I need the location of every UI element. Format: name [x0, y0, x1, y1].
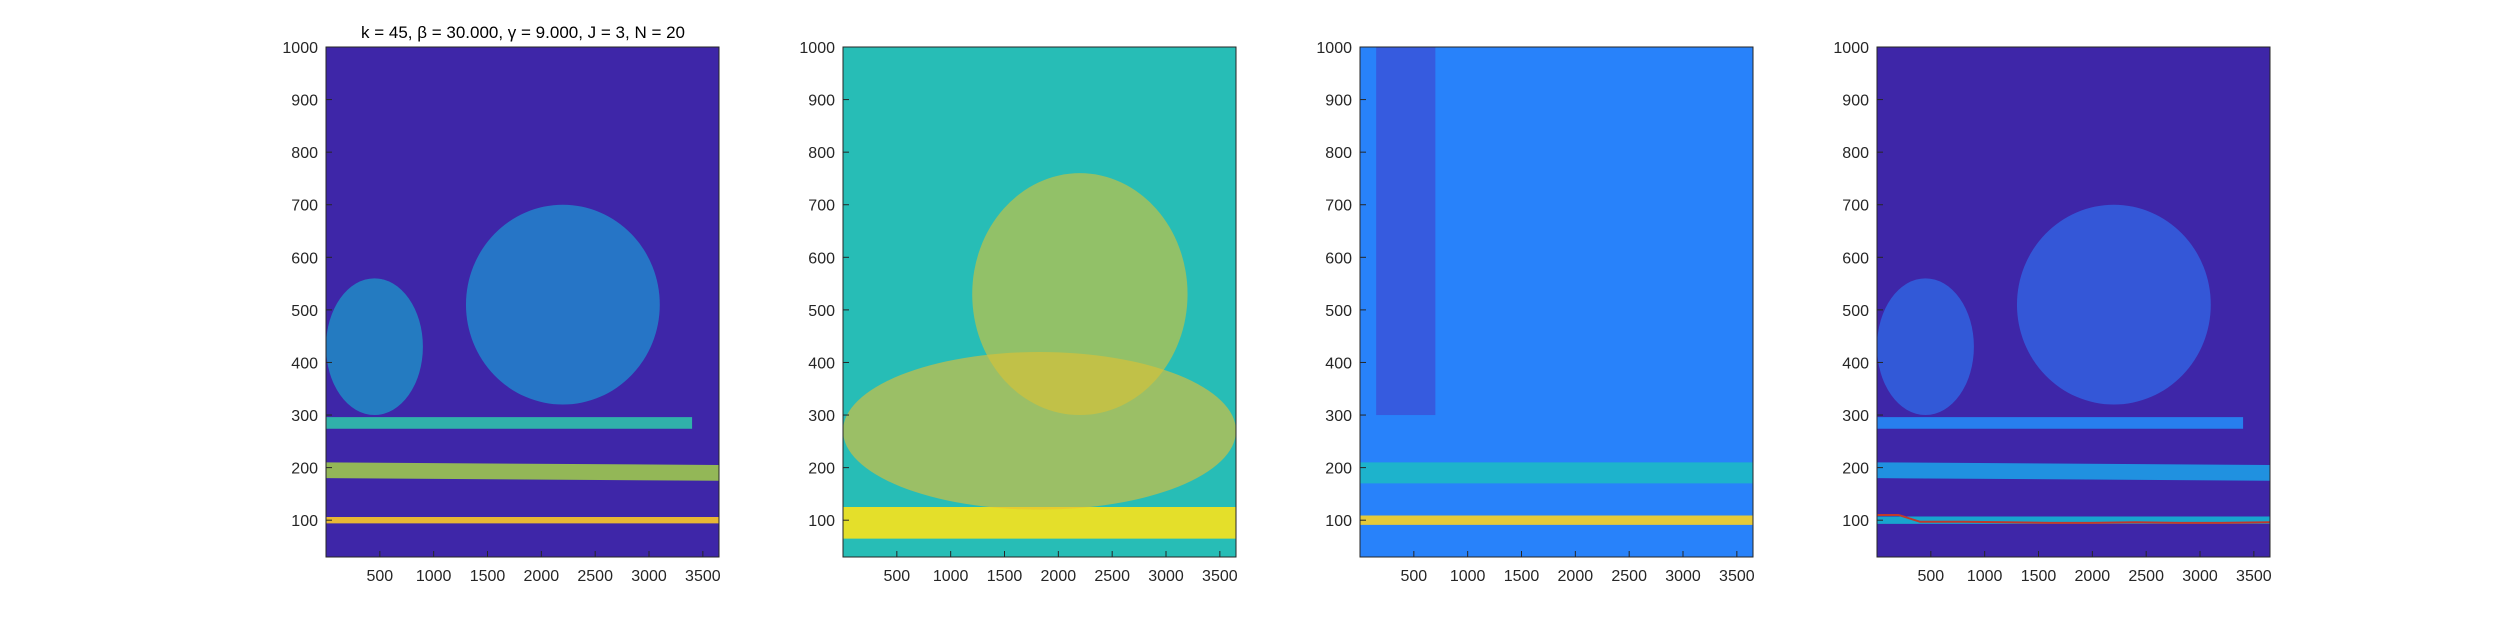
plots-container: 100 200 300 400 500 600 700 800 900 1000 500 1000 15…: [282, 40, 2271, 585]
y-tick-label: 700: [808, 198, 835, 215]
axes-frame: [842, 46, 1237, 558]
y-tick-label: 500: [1325, 303, 1352, 320]
y-tick-label: 500: [1842, 303, 1869, 320]
y-tick-label: 500: [291, 303, 318, 320]
y-tick-label: 200: [808, 461, 835, 478]
y-tick-label: 600: [291, 250, 318, 267]
x-tick-label: 3000: [1665, 568, 1701, 585]
y-tick-label: 1000: [1316, 40, 1352, 57]
x-tick-label: 500: [1917, 568, 1944, 585]
y-tick-label: 100: [1842, 513, 1869, 530]
heatmap-region: [2016, 204, 2211, 405]
x-tick-label: 2500: [577, 568, 613, 585]
y-tick-label: 900: [1325, 93, 1352, 110]
x-tick-label: 2000: [1041, 568, 1077, 585]
heatmap-panel-4: 100 200 300 400 500 600 700 800 900 1000 500 1000 15…: [1833, 40, 2271, 585]
y-tick-label: 700: [291, 198, 318, 215]
heatmap-panel-2: 100 200 300 400 500 600 700 800 900 1000 500 1000 15…: [799, 40, 1237, 585]
x-tick-label: 3000: [1148, 568, 1184, 585]
heatmap-band: [326, 462, 719, 481]
x-tick-label: 2500: [2128, 568, 2164, 585]
x-tick-label: 2000: [2075, 568, 2111, 585]
heatmap-image: [1360, 47, 1753, 557]
y-tick-label: 800: [808, 145, 835, 162]
y-tick-label: 300: [808, 408, 835, 425]
y-tick-label: 600: [1325, 250, 1352, 267]
y-tick-label: 1000: [799, 40, 835, 57]
y-tick-label: 900: [1842, 93, 1869, 110]
y-tick-label: 700: [1325, 198, 1352, 215]
y-tick-label: 500: [808, 303, 835, 320]
heatmap-image: [326, 47, 719, 557]
y-tick-label: 1000: [1833, 40, 1869, 57]
y-tick-label: 600: [808, 250, 835, 267]
x-tick-label: 3500: [1202, 568, 1238, 585]
x-tick-label: 500: [883, 568, 910, 585]
heatmap-panel-3: 100 200 300 400 500 600 700 800 900 1000 500 1000 15…: [1316, 40, 1754, 585]
x-tick-label: 3000: [2182, 568, 2218, 585]
y-tick-label: 700: [1842, 198, 1869, 215]
y-tick-label: 400: [1325, 355, 1352, 372]
heatmap-region: [465, 204, 660, 405]
x-tick-label: 3500: [2236, 568, 2272, 585]
heatmap-region: [1877, 278, 1974, 416]
heatmap-panel-1: 100 200 300 400 500 600 700 800 900 1000 500 1000 15…: [282, 40, 720, 585]
x-tick-label: 1000: [1967, 568, 2003, 585]
x-tick-label: 1000: [416, 568, 452, 585]
x-tick-label: 500: [1400, 568, 1427, 585]
y-tick-label: 400: [291, 355, 318, 372]
y-tick-label: 400: [808, 355, 835, 372]
x-tick-label: 1500: [987, 568, 1023, 585]
x-tick-label: 2500: [1611, 568, 1647, 585]
y-tick-label: 800: [1842, 145, 1869, 162]
y-tick-label: 200: [1325, 461, 1352, 478]
y-tick-label: 600: [1842, 250, 1869, 267]
heatmap-region: [326, 278, 423, 416]
x-tick-label: 1500: [2021, 568, 2057, 585]
x-tick-label: 500: [366, 568, 393, 585]
heatmap-image: [1877, 47, 2270, 557]
y-tick-label: 300: [1842, 408, 1869, 425]
x-tick-label: 1500: [1504, 568, 1540, 585]
y-tick-label: 100: [1325, 513, 1352, 530]
y-tick-label: 900: [808, 93, 835, 110]
y-tick-label: 1000: [282, 40, 318, 57]
y-tick-label: 200: [291, 461, 318, 478]
x-tick-label: 2000: [1558, 568, 1594, 585]
x-tick-label: 1000: [933, 568, 969, 585]
y-tick-label: 800: [291, 145, 318, 162]
y-tick-label: 400: [1842, 355, 1869, 372]
y-tick-label: 900: [291, 93, 318, 110]
x-tick-label: 1500: [470, 568, 506, 585]
x-tick-label: 3500: [1719, 568, 1755, 585]
x-tick-label: 2500: [1094, 568, 1130, 585]
heatmap-region: [1376, 47, 1436, 416]
y-tick-label: 200: [1842, 461, 1869, 478]
y-tick-label: 300: [1325, 408, 1352, 425]
y-tick-label: 300: [291, 408, 318, 425]
heatmap-image: [843, 47, 1236, 557]
heatmap-band: [1877, 462, 2270, 481]
axes-frame: [325, 46, 720, 558]
x-tick-label: 3500: [685, 568, 721, 585]
y-tick-label: 100: [808, 513, 835, 530]
chart-title: k = 45, β = 30.000, γ = 9.000, J = 3, N …: [361, 23, 685, 42]
x-tick-label: 2000: [524, 568, 560, 585]
x-tick-label: 1000: [1450, 568, 1486, 585]
y-tick-label: 100: [291, 513, 318, 530]
overlay-line: [1877, 513, 2270, 524]
axes-frame: [1359, 46, 1754, 558]
x-tick-label: 3000: [631, 568, 667, 585]
y-tick-label: 800: [1325, 145, 1352, 162]
heatmap-region: [972, 173, 1188, 416]
axes-frame: [1876, 46, 2271, 558]
